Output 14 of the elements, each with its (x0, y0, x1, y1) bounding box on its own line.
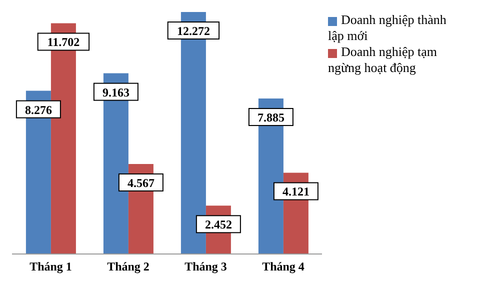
data-label: 2.452 (204, 218, 232, 232)
x-tick-label: Tháng 2 (107, 260, 150, 274)
data-label: 7.885 (257, 110, 284, 125)
data-label: 8.276 (24, 102, 52, 117)
data-label: 11.702 (47, 35, 80, 50)
legend-label: Doanh nghiệp tạm ngừng hoạt động (328, 44, 438, 75)
legend-label: Doanh nghiệp thành lập mới (328, 12, 446, 43)
x-tick-label: Tháng 3 (184, 260, 227, 274)
data-label: 12.272 (176, 24, 210, 38)
data-label: 9.163 (102, 85, 130, 100)
data-label: 4.121 (282, 184, 310, 199)
data-label: 4.567 (127, 176, 154, 190)
x-tick-label: Tháng 4 (262, 260, 304, 274)
x-tick-label: Tháng 1 (30, 260, 72, 274)
